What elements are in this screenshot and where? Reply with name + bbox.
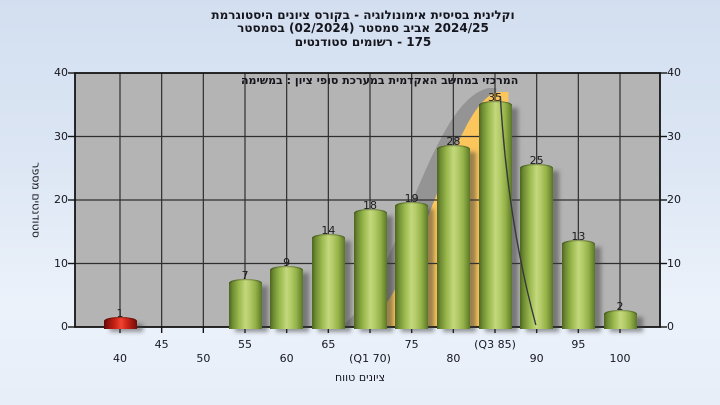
bar-value-label: 35 xyxy=(488,90,502,104)
x-axis-title: טווח‎ ציונים‎ xyxy=(335,371,385,384)
bar-value-label: 18 xyxy=(363,198,377,212)
bar-value-label: 13 xyxy=(571,230,586,244)
x-tick-label: 65 xyxy=(321,338,336,351)
x-tick-label: 75 xyxy=(404,338,419,351)
y-tick-label-left: 30 xyxy=(54,129,68,143)
y-tick-label-right: 10 xyxy=(667,256,681,270)
x-tick-label: 100 xyxy=(609,352,631,365)
y-tick-label-right: 20 xyxy=(667,193,681,206)
x-tick-label: 60 xyxy=(279,352,294,365)
bar-value-label: 2 xyxy=(616,300,624,314)
x-tick-label: (Q3 85) xyxy=(474,338,516,351)
histogram-bar xyxy=(561,240,595,329)
chart-title-line2: בסמסטר‎ (02/2024)‎ סמסטר‎ אביב‎ 2024/25‎ xyxy=(237,21,489,36)
histogram-bar xyxy=(395,202,429,329)
x-tick-label: 55 xyxy=(238,338,252,351)
histogram-bar xyxy=(520,164,554,329)
histogram-bar xyxy=(228,278,262,329)
chart-title-line3: סטודנטים‎ רשומים‎ -‎ 175‎ xyxy=(294,34,432,49)
histogram-bar xyxy=(436,145,470,329)
chart-title: היסטוגרמת‎ ציונים‎ בקורס‎ -‎ אימונולוגיה… xyxy=(0,8,720,49)
y-tick-label-right: 40 xyxy=(667,66,681,79)
histogram-bar xyxy=(103,316,137,329)
y-tick-label-left: 20 xyxy=(54,193,68,206)
x-tick-label: 40 xyxy=(113,352,127,365)
y-tick-label-right: 30 xyxy=(667,129,681,143)
annotation-text: במשימה‎ :‎ ציון‎ סופי‎ במערכת‎ האקדמית‎ … xyxy=(241,74,519,87)
bar-value-label: 7 xyxy=(241,268,249,282)
x-tick-label: 90 xyxy=(529,352,544,365)
histogram-bar xyxy=(270,265,304,329)
x-tick-label: (Q1 70) xyxy=(349,352,391,365)
y-tick-label-left: 0 xyxy=(61,320,68,333)
histogram-bar xyxy=(353,208,387,329)
bar-value-label: 14 xyxy=(321,224,336,238)
x-tick-label: 80 xyxy=(446,352,461,365)
chart-title-line1: היסטוגרמת‎ ציונים‎ בקורס‎ -‎ אימונולוגיה… xyxy=(211,8,515,22)
histogram-bar xyxy=(603,310,637,329)
bar-value-label: 9 xyxy=(283,255,291,269)
histogram-bar xyxy=(478,100,512,329)
x-tick-label: 95 xyxy=(571,338,586,351)
bar-value-label: 28 xyxy=(446,135,461,149)
histogram-bar xyxy=(311,234,345,329)
y-tick-label-left: 10 xyxy=(54,256,68,270)
y-tick-label-right: 0 xyxy=(667,320,674,333)
x-tick-label: 50 xyxy=(196,352,211,365)
bell-curve xyxy=(364,92,509,327)
bar-value-label: 1 xyxy=(116,306,124,320)
bar-value-label: 19 xyxy=(404,192,419,206)
bar-value-label: 25 xyxy=(529,154,544,168)
x-tick-label: 45 xyxy=(154,338,169,351)
y-tick-label-left: 40 xyxy=(54,66,68,79)
